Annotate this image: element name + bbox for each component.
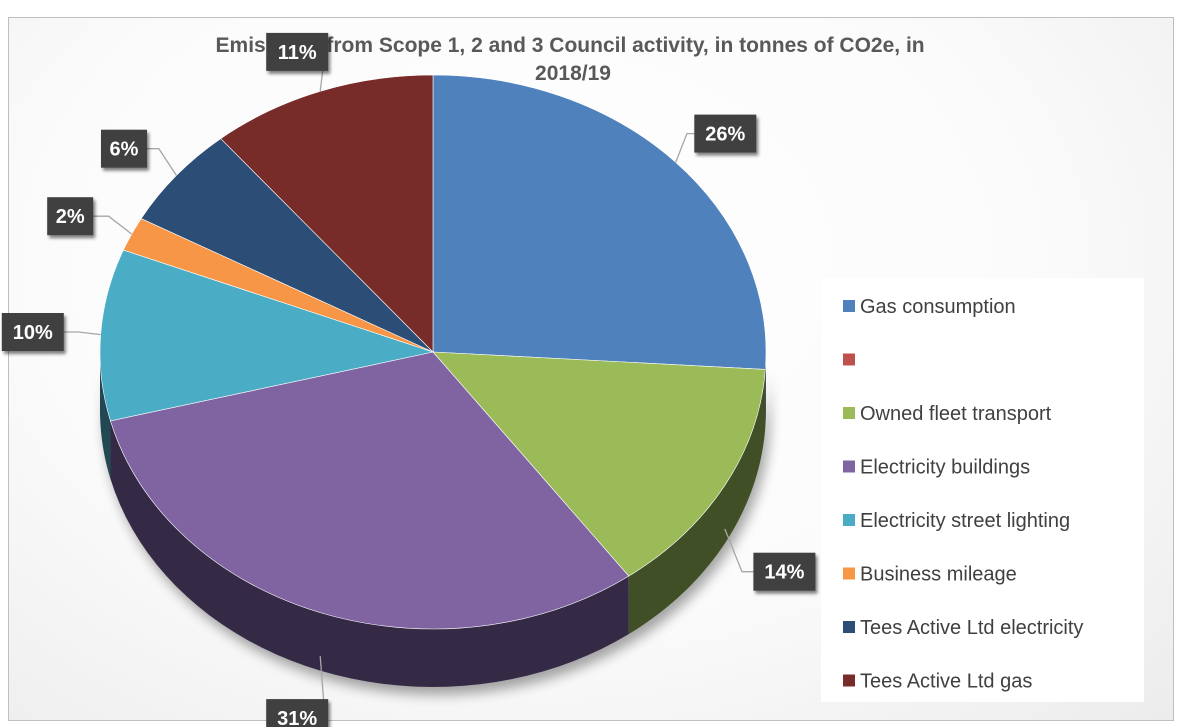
data-label-box: [266, 32, 329, 71]
data-label-box: [1, 313, 64, 351]
legend-swatch: [843, 621, 855, 633]
leader-line: [675, 132, 695, 163]
legend-item: Tees Active Ltd electricity: [843, 617, 1083, 639]
pie-slice-electricity-buildings[interactable]: [110, 351, 630, 630]
legend-item: Tees Active Ltd gas: [843, 671, 1032, 693]
data-label-box: [694, 114, 757, 153]
legend-item: Electricity street lighting: [843, 510, 1070, 532]
chart-title-line-2: 2018/19: [535, 62, 611, 85]
data-label-text: 14%: [764, 562, 804, 584]
leader-line: [724, 528, 754, 573]
legend-item: Gas consumption: [843, 296, 1016, 318]
chart-title: Emissions from Scope 1, 2 and 3 Council …: [216, 34, 931, 85]
legend: Gas consumption Owned fleet transport Elec…: [843, 296, 1083, 693]
data-label: 14%: [753, 552, 816, 591]
data-label-text: 26%: [705, 124, 745, 146]
legend-swatch: [843, 353, 855, 366]
legend-label: Gas consumption: [860, 296, 1016, 318]
leader-line: [147, 148, 177, 176]
legend-label: Tees Active Ltd electricity: [860, 617, 1083, 639]
data-label: 11%: [266, 32, 329, 71]
pie-slice-owned-fleet-transport[interactable]: [432, 351, 766, 577]
legend-label: Business mileage: [860, 564, 1017, 586]
legend-item: Business mileage: [843, 564, 1017, 586]
legend-swatch: [843, 674, 855, 687]
data-label-box: [753, 552, 816, 591]
data-label: 2%: [47, 197, 94, 236]
pie-side-owned-fleet-transport: [628, 369, 766, 635]
legend-panel: [821, 278, 1144, 702]
legend-swatch: [843, 460, 855, 473]
legend-label: Owned fleet transport: [860, 403, 1052, 425]
leader-line: [63, 331, 101, 336]
data-label-text: 2%: [56, 206, 85, 228]
legend-item: Electricity buildings: [843, 457, 1030, 479]
data-label: 26%: [694, 114, 757, 153]
legend-swatch: [843, 300, 855, 312]
legend-label: Electricity street lighting: [860, 510, 1070, 532]
data-label-text: 11%: [278, 42, 317, 64]
legend-item: Owned fleet transport: [843, 403, 1052, 425]
legend-label: Electricity buildings: [860, 457, 1030, 479]
data-label-box: [47, 197, 94, 236]
data-label-text: 31%: [277, 708, 317, 727]
data-label: 31%: [266, 699, 329, 727]
data-label-box: [266, 699, 329, 727]
data-label-box: [101, 129, 147, 168]
pie-side-electricity-street-lighting: [100, 352, 111, 479]
leader-line: [93, 215, 133, 235]
legend-swatch: [843, 407, 855, 419]
pie-slice-tees-active-ltd-electricity[interactable]: [140, 138, 434, 353]
chart-title-line-1: Emissions from Scope 1, 2 and 3 Council …: [216, 34, 925, 57]
data-label: 6%: [101, 129, 147, 168]
legend-item: [843, 353, 855, 366]
data-label-text: 10%: [13, 322, 53, 344]
data-labels: 26% 14% 31% 10% 2% 6% 11%: [1, 32, 816, 727]
data-label-text: 6%: [110, 139, 139, 161]
legend-swatch: [843, 514, 855, 526]
legend-label: Tees Active Ltd gas: [860, 671, 1032, 693]
legend-swatch: [843, 567, 855, 580]
pie-group: [99, 74, 767, 687]
pie-side-electricity-buildings: [110, 420, 629, 687]
data-label: 10%: [1, 313, 64, 351]
